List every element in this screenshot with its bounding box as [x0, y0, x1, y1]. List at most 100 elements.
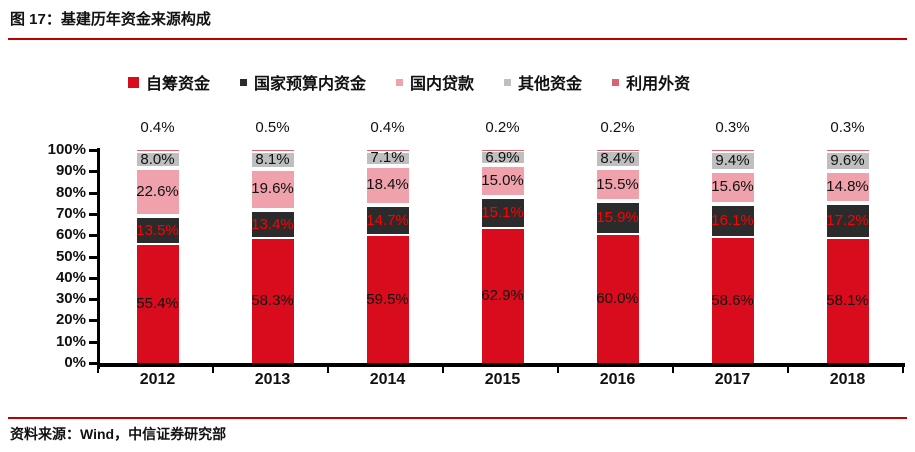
- legend-item-foreign: 利用外资: [612, 70, 690, 94]
- bar-segment-domestic-loan: [481, 164, 524, 197]
- x-axis-tick: [557, 367, 559, 373]
- bar-segment-foreign: [481, 149, 524, 151]
- bar-value-label: 13.5%: [136, 221, 179, 239]
- x-axis-tick: [212, 367, 214, 373]
- bar-value-label: 60.0%: [596, 290, 639, 308]
- bar-segment-self-raised: [251, 238, 294, 363]
- bar-value-label: 15.9%: [596, 209, 639, 227]
- x-axis-line: [97, 363, 905, 367]
- bar-segment-other: [596, 150, 639, 169]
- y-axis-label: 20%: [55, 311, 86, 329]
- legend-swatch-icon: [504, 78, 512, 86]
- legend-swatch-icon: [128, 76, 139, 88]
- x-axis-tick: [902, 367, 904, 373]
- y-axis-tick: [89, 234, 97, 238]
- y-axis-tick: [89, 170, 97, 174]
- bar-segment-foreign: [136, 150, 179, 152]
- data-source-note: 资料来源：Wind，中信证券研究部: [10, 426, 227, 442]
- x-axis-label: 2014: [369, 371, 406, 388]
- y-axis-label: 80%: [55, 183, 86, 201]
- bar-value-label: 58.6%: [711, 291, 754, 309]
- bar-value-label: 7.1%: [370, 149, 405, 167]
- bar-segment-domestic-loan: [711, 170, 754, 204]
- x-axis-tick: [327, 367, 329, 373]
- x-axis-label: 2016: [599, 371, 636, 388]
- bar-segment-self-raised: [136, 244, 179, 363]
- x-axis-tick: [672, 367, 674, 373]
- bar-segment-budget: [826, 202, 869, 240]
- bar-value-label: 55.4%: [136, 294, 179, 312]
- y-axis-label: 90%: [55, 162, 86, 180]
- y-axis-tick: [89, 212, 97, 216]
- bar-value-label: 58.1%: [826, 292, 869, 310]
- chart-legend: 自筹资金 国家预算内资金 国内贷款 其他资金 利用外资: [128, 70, 690, 94]
- bar-segment-domestic-loan: [826, 171, 869, 203]
- x-axis-tick: [97, 367, 99, 373]
- bar-value-label: 0.2%: [600, 119, 635, 136]
- bar-value-label: 15.6%: [711, 178, 754, 196]
- bar-value-label: 0.4%: [140, 119, 175, 136]
- x-axis-label: 2013: [254, 371, 291, 388]
- bar-value-label: 8.1%: [255, 150, 290, 168]
- bar-value-label: 17.2%: [826, 211, 869, 229]
- bar-segment-foreign: [366, 149, 409, 151]
- bar-value-label: 9.4%: [715, 151, 750, 169]
- y-axis-tick: [89, 340, 97, 344]
- x-axis-label: 2012: [139, 371, 176, 388]
- bar-segment-budget: [366, 204, 409, 237]
- bar-segment-self-raised: [826, 239, 869, 363]
- bar-value-label: 18.4%: [366, 176, 409, 194]
- bar-segment-domestic-loan: [596, 168, 639, 202]
- bar-segment-domestic-loan: [251, 168, 294, 211]
- bar-segment-foreign: [596, 150, 639, 151]
- x-axis-tick: [442, 367, 444, 373]
- bar-value-label: 59.5%: [366, 290, 409, 308]
- bar-segment-budget: [251, 210, 294, 239]
- legend-label: 利用外资: [626, 76, 691, 93]
- bar-value-label: 15.1%: [481, 203, 524, 221]
- bar-value-label: 0.3%: [830, 119, 865, 136]
- bar-value-label: 19.6%: [251, 180, 294, 198]
- bar-segment-foreign: [711, 150, 754, 151]
- y-axis-label: 100%: [47, 141, 86, 158]
- bar-value-label: 15.0%: [481, 171, 524, 189]
- y-axis-tick: [89, 191, 97, 195]
- legend-item-domestic-loan: 国内贷款: [396, 70, 474, 94]
- bar-segment-self-raised: [481, 229, 524, 363]
- bar-segment-foreign: [826, 150, 869, 151]
- y-axis-tick: [89, 255, 97, 259]
- bar-segment-domestic-loan: [366, 165, 409, 205]
- y-axis-label: 0%: [64, 354, 86, 371]
- y-axis-label: 70%: [55, 204, 86, 222]
- bar-segment-other: [481, 150, 524, 165]
- bar-segment-self-raised: [596, 235, 639, 363]
- y-axis-label: 50%: [55, 247, 86, 265]
- bar-value-label: 0.2%: [485, 119, 520, 136]
- bar-value-label: 13.4%: [251, 215, 294, 233]
- bar-value-label: 58.3%: [251, 291, 294, 309]
- y-axis-tick: [89, 276, 97, 280]
- bar-segment-foreign: [251, 150, 294, 152]
- bar-value-label: 16.1%: [711, 212, 754, 230]
- legend-swatch-icon: [612, 78, 620, 86]
- bar-value-label: 9.6%: [830, 151, 865, 169]
- bar-value-label: 0.4%: [370, 119, 405, 136]
- y-axis-line: [97, 148, 100, 369]
- legend-item-budget: 国家预算内资金: [240, 70, 366, 94]
- x-axis-label: 2015: [484, 371, 521, 388]
- bar-value-label: 14.7%: [366, 211, 409, 229]
- figure-title: 图 17：基建历年资金来源构成: [10, 11, 211, 28]
- legend-label: 自筹资金: [146, 76, 211, 93]
- legend-label: 国内贷款: [410, 76, 475, 93]
- legend-label: 国家预算内资金: [254, 76, 367, 93]
- bar-segment-self-raised: [711, 238, 754, 363]
- bar-segment-other: [826, 150, 869, 172]
- bar-value-label: 14.8%: [826, 177, 869, 195]
- legend-item-other: 其他资金: [504, 70, 582, 94]
- bar-segment-budget: [136, 216, 179, 245]
- bar-segment-budget: [596, 201, 639, 236]
- bar-value-label: 6.9%: [485, 148, 520, 166]
- bar-value-label: 15.5%: [596, 175, 639, 193]
